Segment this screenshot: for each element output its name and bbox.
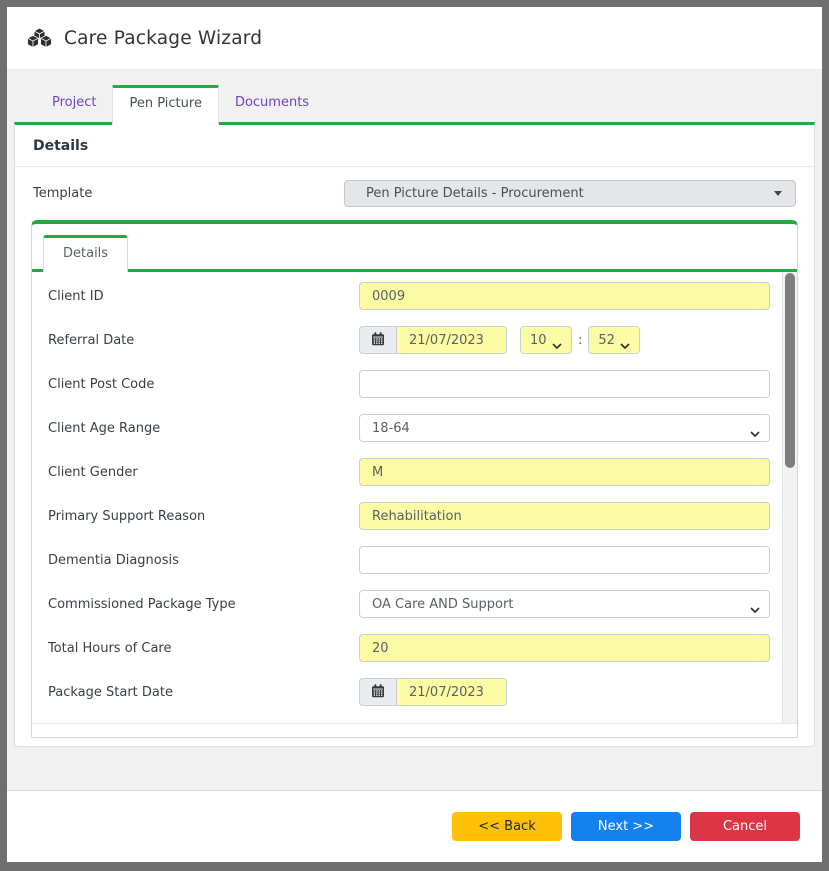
form-row: Commissioned Package Type OA Care AND Sup… xyxy=(48,590,770,618)
select-input-value: OA Care AND Support xyxy=(372,596,514,612)
field-control: 18-64 xyxy=(359,414,770,442)
text-input[interactable]: 20 xyxy=(359,634,770,662)
form-row: Total Hours of Care 20 xyxy=(48,634,770,662)
chevron-down-icon xyxy=(552,338,562,353)
hour-select-value: 10 xyxy=(530,332,547,348)
field-label: Dementia Diagnosis xyxy=(48,552,179,568)
wizard-tab-bar: Project Pen Picture Documents xyxy=(36,85,815,125)
inner-tab-bar: Details xyxy=(32,224,797,272)
form-row: Dementia Diagnosis xyxy=(48,546,770,574)
text-input[interactable]: Rehabilitation xyxy=(359,502,770,530)
field-control: Rehabilitation xyxy=(359,502,770,530)
form-row: Referral Date 21/07/2023 10:52 xyxy=(48,326,770,354)
scrollbar-thumb[interactable] xyxy=(785,273,795,468)
caret-down-icon xyxy=(774,191,782,196)
chevron-down-icon xyxy=(750,426,760,441)
cancel-button[interactable]: Cancel xyxy=(690,812,800,841)
calendar-button[interactable] xyxy=(359,326,397,354)
pen-picture-panel: Details Template Pen Picture Details - P… xyxy=(14,122,815,747)
form-scroll-area: Client ID 0009 Referral Date 21/07/2023 10:5… xyxy=(32,272,797,724)
template-select[interactable]: Pen Picture Details - Procurement xyxy=(344,180,796,207)
tab-project[interactable]: Project xyxy=(52,95,97,110)
modal-body: Project Pen Picture Documents Details Te… xyxy=(7,69,822,790)
vertical-scrollbar[interactable] xyxy=(782,272,797,724)
calendar-icon xyxy=(371,331,385,349)
chevron-down-icon xyxy=(620,338,630,353)
field-label: Client Age Range xyxy=(48,420,161,436)
minute-select[interactable]: 52 xyxy=(588,326,641,354)
chevron-down-icon xyxy=(750,602,760,617)
modal-title: Care Package Wizard xyxy=(64,27,263,49)
text-input[interactable] xyxy=(359,546,770,574)
field-control: 21/07/2023 xyxy=(359,678,770,706)
select-input-value: 18-64 xyxy=(372,420,410,436)
date-picker-group: 21/07/2023 xyxy=(359,678,507,706)
time-picker-group: 10:52 xyxy=(520,326,641,354)
cubes-icon xyxy=(27,28,52,48)
hour-select[interactable]: 10 xyxy=(520,326,572,354)
field-label: Commissioned Package Type xyxy=(48,596,236,612)
field-control: 20 xyxy=(359,634,770,662)
next-button[interactable]: Next >> xyxy=(571,812,681,841)
field-control xyxy=(359,370,770,398)
field-label: Referral Date xyxy=(48,332,135,348)
inner-tab-details[interactable]: Details xyxy=(43,235,129,272)
field-control: 0009 xyxy=(359,282,770,310)
field-label: Total Hours of Care xyxy=(48,640,172,656)
form-fields: Client ID 0009 Referral Date 21/07/2023 10:5… xyxy=(32,272,782,724)
template-select-value: Pen Picture Details - Procurement xyxy=(366,186,584,201)
section-title: Details xyxy=(15,125,814,167)
field-label: Client Post Code xyxy=(48,376,155,392)
text-input[interactable]: M xyxy=(359,458,770,486)
form-row: Primary Support Reason Rehabilitation xyxy=(48,502,770,530)
template-row: Template Pen Picture Details - Procureme… xyxy=(15,167,814,219)
date-input[interactable]: 21/07/2023 xyxy=(397,678,507,706)
time-separator: : xyxy=(578,332,583,348)
template-label: Template xyxy=(33,186,93,201)
field-label: Client ID xyxy=(48,288,104,304)
details-inner-panel: Details Client ID 0009 Referral Date 21/07/… xyxy=(31,220,798,738)
form-row: Client ID 0009 xyxy=(48,282,770,310)
field-label: Client Gender xyxy=(48,464,138,480)
back-button[interactable]: << Back xyxy=(452,812,562,841)
field-control: OA Care AND Support xyxy=(359,590,770,618)
text-input[interactable]: 0009 xyxy=(359,282,770,310)
calendar-button[interactable] xyxy=(359,678,397,706)
select-input[interactable]: OA Care AND Support xyxy=(359,590,770,618)
calendar-icon xyxy=(371,683,385,701)
tab-pen-picture[interactable]: Pen Picture xyxy=(112,85,219,125)
form-row: Client Age Range 18-64 xyxy=(48,414,770,442)
date-input[interactable]: 21/07/2023 xyxy=(397,326,507,354)
field-label: Primary Support Reason xyxy=(48,508,206,524)
minute-select-value: 52 xyxy=(598,332,615,348)
form-row: Client Post Code xyxy=(48,370,770,398)
modal-header: Care Package Wizard xyxy=(7,7,822,69)
field-label: Package Start Date xyxy=(48,684,173,700)
text-input[interactable] xyxy=(359,370,770,398)
modal-footer: << Back Next >> Cancel xyxy=(7,790,822,862)
form-row: Package Start Date 21/07/2023 xyxy=(48,678,770,706)
field-control: 21/07/2023 10:52 xyxy=(359,326,770,354)
field-control xyxy=(359,546,770,574)
tab-documents[interactable]: Documents xyxy=(234,95,310,110)
select-input[interactable]: 18-64 xyxy=(359,414,770,442)
form-row: Client Gender M xyxy=(48,458,770,486)
field-control: M xyxy=(359,458,770,486)
date-picker-group: 21/07/2023 xyxy=(359,326,507,354)
